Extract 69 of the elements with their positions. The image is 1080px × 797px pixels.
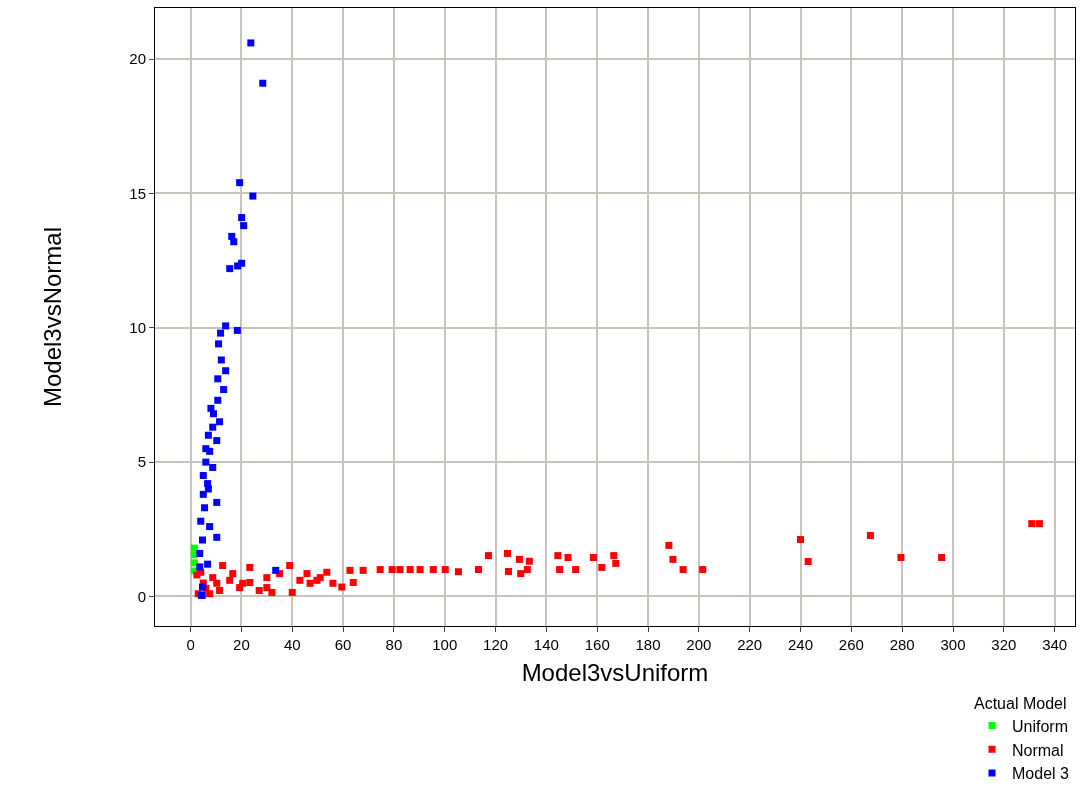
point [272,566,280,574]
point [196,549,204,557]
point [199,490,207,498]
point [214,375,222,383]
point [202,445,210,453]
x-tick-label: 60 [334,636,352,653]
point [222,367,230,375]
x-tick-label: 300 [940,636,966,653]
point [216,418,224,426]
point [206,523,214,531]
x-axis-title: Model3vsUniform [521,659,709,687]
point [204,485,212,493]
point [201,504,209,512]
y-tick-label: 5 [137,453,146,471]
point [222,322,230,330]
point [213,437,221,445]
point [199,472,207,480]
y-tick-label: 10 [129,319,146,336]
legend-label: Uniform [1012,717,1069,735]
x-tick-label: 100 [432,636,458,653]
point [204,560,212,568]
point [190,544,198,552]
legend-label: Normal [1012,741,1064,759]
point [204,431,212,439]
x-tick-label: 260 [838,636,864,653]
point [209,463,217,471]
point [247,39,255,47]
point [236,179,244,187]
x-tick-label: 320 [991,636,1017,653]
point [259,79,267,87]
point [233,326,241,334]
point [220,386,228,394]
x-tick-label: 160 [584,636,610,653]
point [214,396,222,404]
point [238,214,246,222]
x-tick-label: 120 [483,636,509,653]
legend-label: Model 3 [1012,765,1070,783]
point [226,265,234,273]
x-tick-label: 280 [889,636,915,653]
x-tick-label: 180 [635,636,661,653]
x-tick-label: 80 [385,636,403,653]
point [249,192,257,200]
y-tick-label: 20 [129,50,146,68]
x-tick-label: 0 [186,636,195,653]
y-tick-label: 0 [137,587,146,605]
point [213,498,221,506]
x-tick-label: 20 [233,636,250,653]
point [196,563,204,571]
point [213,533,221,541]
point [240,222,248,230]
point [217,329,225,337]
point [215,340,223,348]
point [217,356,225,364]
point [209,423,217,431]
point [238,259,246,267]
point [199,536,207,544]
y-axis-title: Model3vsNormal [39,226,67,408]
x-tick-label: 340 [1042,636,1068,653]
x-tick-label: 200 [686,636,712,653]
legend-title: Actual Model [974,694,1067,712]
x-tick-label: 40 [283,636,301,653]
x-tick-label: 140 [533,636,559,653]
point [202,458,210,466]
point [197,517,205,525]
x-tick-label: 240 [788,636,814,653]
point [230,238,238,246]
point [209,410,217,418]
y-tick-label: 15 [129,184,146,202]
x-tick-label: 220 [737,636,763,653]
